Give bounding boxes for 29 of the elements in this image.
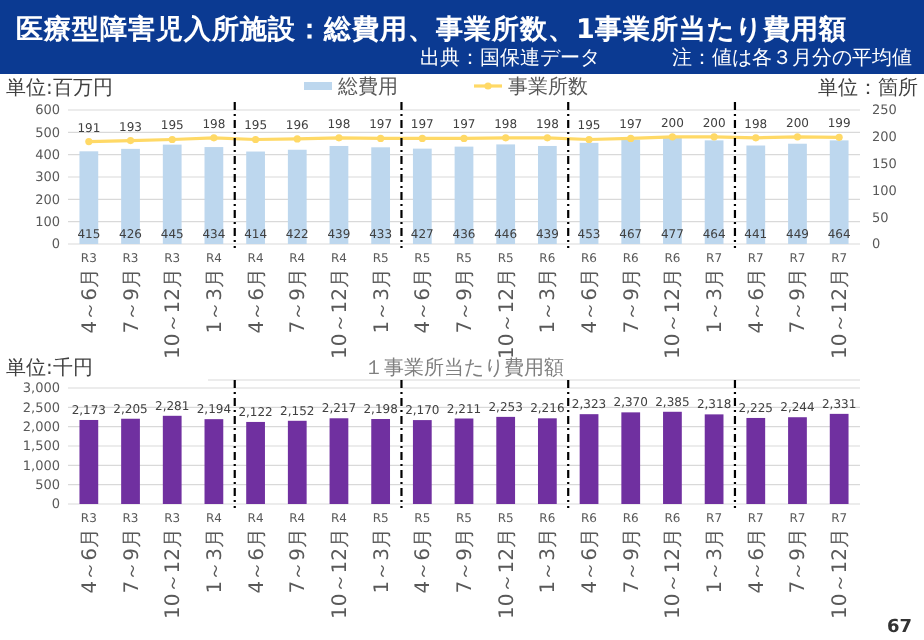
bar bbox=[287, 149, 307, 244]
bar bbox=[788, 143, 807, 244]
bar bbox=[79, 151, 99, 244]
chart-title: １事業所当たり費用額 bbox=[364, 356, 564, 380]
bar bbox=[496, 144, 516, 244]
text: 注：値は各３月分の平均値 bbox=[672, 46, 912, 70]
bar bbox=[537, 145, 557, 244]
y-axis-title: 単位:千円 bbox=[6, 356, 93, 380]
bar bbox=[121, 148, 140, 244]
bar bbox=[329, 145, 349, 244]
bar bbox=[454, 146, 474, 244]
y-axis-title: 単位:百万円 bbox=[6, 76, 113, 100]
legend-label: 総費用 bbox=[336, 75, 398, 99]
bar bbox=[204, 147, 224, 244]
bar bbox=[371, 147, 391, 244]
chart-title: 医療型障害児入所施設：総費用、事業所数、1事業所当たり費用額 bbox=[16, 12, 847, 46]
bar bbox=[162, 144, 182, 244]
legend-label: 事業所数 bbox=[508, 75, 588, 99]
source-note: 出典：国保連データ bbox=[420, 46, 600, 70]
bar bbox=[579, 142, 599, 244]
bar bbox=[412, 148, 432, 244]
bar bbox=[746, 145, 766, 244]
bar bbox=[621, 139, 641, 244]
y2-axis-title: 単位：箇所 bbox=[818, 76, 918, 100]
bar bbox=[663, 137, 682, 244]
text: 67 bbox=[886, 618, 912, 638]
bar bbox=[704, 140, 724, 244]
bar bbox=[246, 151, 265, 244]
bar bbox=[829, 140, 849, 244]
